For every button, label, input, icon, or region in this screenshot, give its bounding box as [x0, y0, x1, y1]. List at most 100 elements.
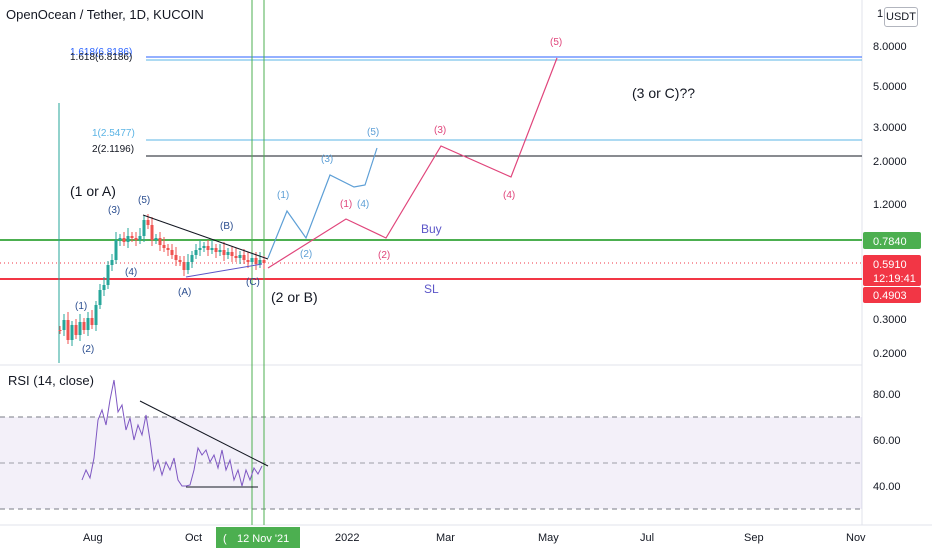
cursor-date-prefix: ( — [223, 533, 227, 545]
price-tick: 5.0000 — [873, 81, 907, 93]
candle-body — [82, 322, 86, 330]
wave-label-dark-2: (2) — [82, 344, 94, 355]
wedge-lower-line[interactable] — [185, 263, 263, 278]
time-tick: Oct — [185, 532, 202, 544]
candlesticks — [58, 214, 266, 346]
price-axis[interactable]: 8.0000 5.0000 3.0000 2.0000 1.2000 0.300… — [873, 8, 907, 360]
candle-body — [262, 260, 266, 263]
annotation-wave1-or-a: (1 or A) — [70, 183, 116, 199]
candle-body — [66, 320, 70, 340]
candle-body — [246, 260, 250, 262]
stop-price-badge — [863, 287, 921, 303]
wave-label-dark-b: (B) — [220, 221, 233, 232]
time-axis[interactable]: Aug Oct 2022 Mar May Jul Sep Nov — [83, 532, 866, 544]
candle-body — [182, 262, 186, 270]
wave-label-pink-5: (5) — [550, 37, 562, 48]
time-tick: May — [538, 532, 559, 544]
wave-label-dark-1: (1) — [75, 301, 87, 312]
rsi-line[interactable] — [81, 379, 263, 487]
wave-label-blue-3: (3) — [321, 154, 333, 165]
time-tick: Mar — [436, 532, 455, 544]
annotation-wave3-or-c: (3 or C)?? — [632, 85, 695, 101]
candle-body — [86, 318, 90, 330]
annotation-sl: SL — [424, 282, 439, 296]
candle-body — [98, 290, 102, 305]
fib-label-1618-b: 1.618(6.8186) — [70, 52, 132, 63]
rsi-tick: 60.00 — [873, 435, 901, 447]
candle-body — [102, 285, 106, 290]
candle-body — [194, 250, 198, 255]
wave-label-pink-3: (3) — [434, 125, 446, 136]
candle-body — [158, 238, 162, 245]
chart-title: OpenOcean / Tether, 1D, KUCOIN — [6, 7, 204, 22]
candle-body — [118, 238, 122, 240]
time-tick: Aug — [83, 532, 103, 544]
candle-body — [70, 325, 74, 340]
candle-body — [214, 248, 218, 252]
rsi-divergence-line[interactable] — [139, 400, 269, 467]
candle-body — [234, 256, 238, 258]
wave-label-blue-5: (5) — [367, 127, 379, 138]
wave-label-blue-1: (1) — [277, 190, 289, 201]
time-tick: 2022 — [335, 532, 359, 544]
wave-label-dark-5: (5) — [138, 195, 150, 206]
rsi-band-background — [0, 417, 862, 509]
candle-body — [206, 246, 210, 250]
price-tick: 2.0000 — [873, 156, 907, 168]
cursor-date-label: 12 Nov '21 — [237, 533, 289, 545]
candle-body — [122, 238, 126, 242]
price-tick: 0.3000 — [873, 314, 907, 326]
buy-price-badge — [863, 232, 921, 249]
candle-body — [174, 255, 178, 260]
last-price-badge — [863, 255, 921, 286]
candle-body — [114, 240, 118, 260]
annotation-buy: Buy — [421, 222, 442, 236]
candle-body — [154, 238, 158, 240]
time-tick: Sep — [744, 532, 764, 544]
wave-label-pink-2: (2) — [378, 250, 390, 261]
candle-body — [242, 255, 246, 260]
candle-body — [74, 325, 78, 335]
wave-label-pink-1: (1) — [340, 199, 352, 210]
candle-body — [62, 320, 66, 330]
candle-body — [258, 260, 262, 264]
candle-body — [202, 246, 206, 248]
candle-body — [166, 248, 170, 250]
cursor-date-badge — [216, 527, 300, 548]
candle-body — [150, 225, 154, 240]
rsi-tick: 80.00 — [873, 389, 901, 401]
candle-body — [178, 260, 182, 262]
currency-button[interactable]: USDT — [884, 7, 918, 27]
time-tick: Nov — [846, 532, 866, 544]
candle-body — [146, 220, 150, 225]
price-tick: 0.2000 — [873, 348, 907, 360]
wave-path-pink[interactable] — [267, 57, 558, 269]
wedge-upper-line[interactable] — [142, 214, 269, 260]
fib-label-1618-a: 1.618(6.8186) — [70, 47, 132, 58]
candle-body — [210, 248, 214, 250]
annotation-wave2-or-b: (2 or B) — [271, 289, 318, 305]
wave-label-blue-2: (2) — [300, 249, 312, 260]
fib-label-2: 2(2.1196) — [92, 144, 134, 155]
candle-body — [238, 255, 242, 258]
candle-body — [218, 250, 222, 252]
candle-body — [130, 236, 134, 238]
candle-body — [198, 248, 202, 250]
price-tick: 8.0000 — [873, 41, 907, 53]
candle-body — [250, 258, 254, 262]
candle-body — [94, 305, 98, 325]
candle-body — [222, 250, 226, 255]
candle-body — [190, 255, 194, 262]
rsi-title: RSI (14, close) — [8, 373, 94, 388]
wave-path-light-blue[interactable] — [267, 147, 378, 259]
wave-label-blue-4: (4) — [357, 199, 369, 210]
candle-body — [126, 236, 130, 242]
buy-price-badge-text: 0.7840 — [873, 236, 907, 248]
wave-label-dark-3: (3) — [108, 205, 120, 216]
wave-label-dark-a: (A) — [178, 287, 191, 298]
candle-body — [162, 245, 166, 248]
last-price-badge-text: 0.5910 — [873, 259, 907, 271]
candle-body — [134, 238, 138, 240]
